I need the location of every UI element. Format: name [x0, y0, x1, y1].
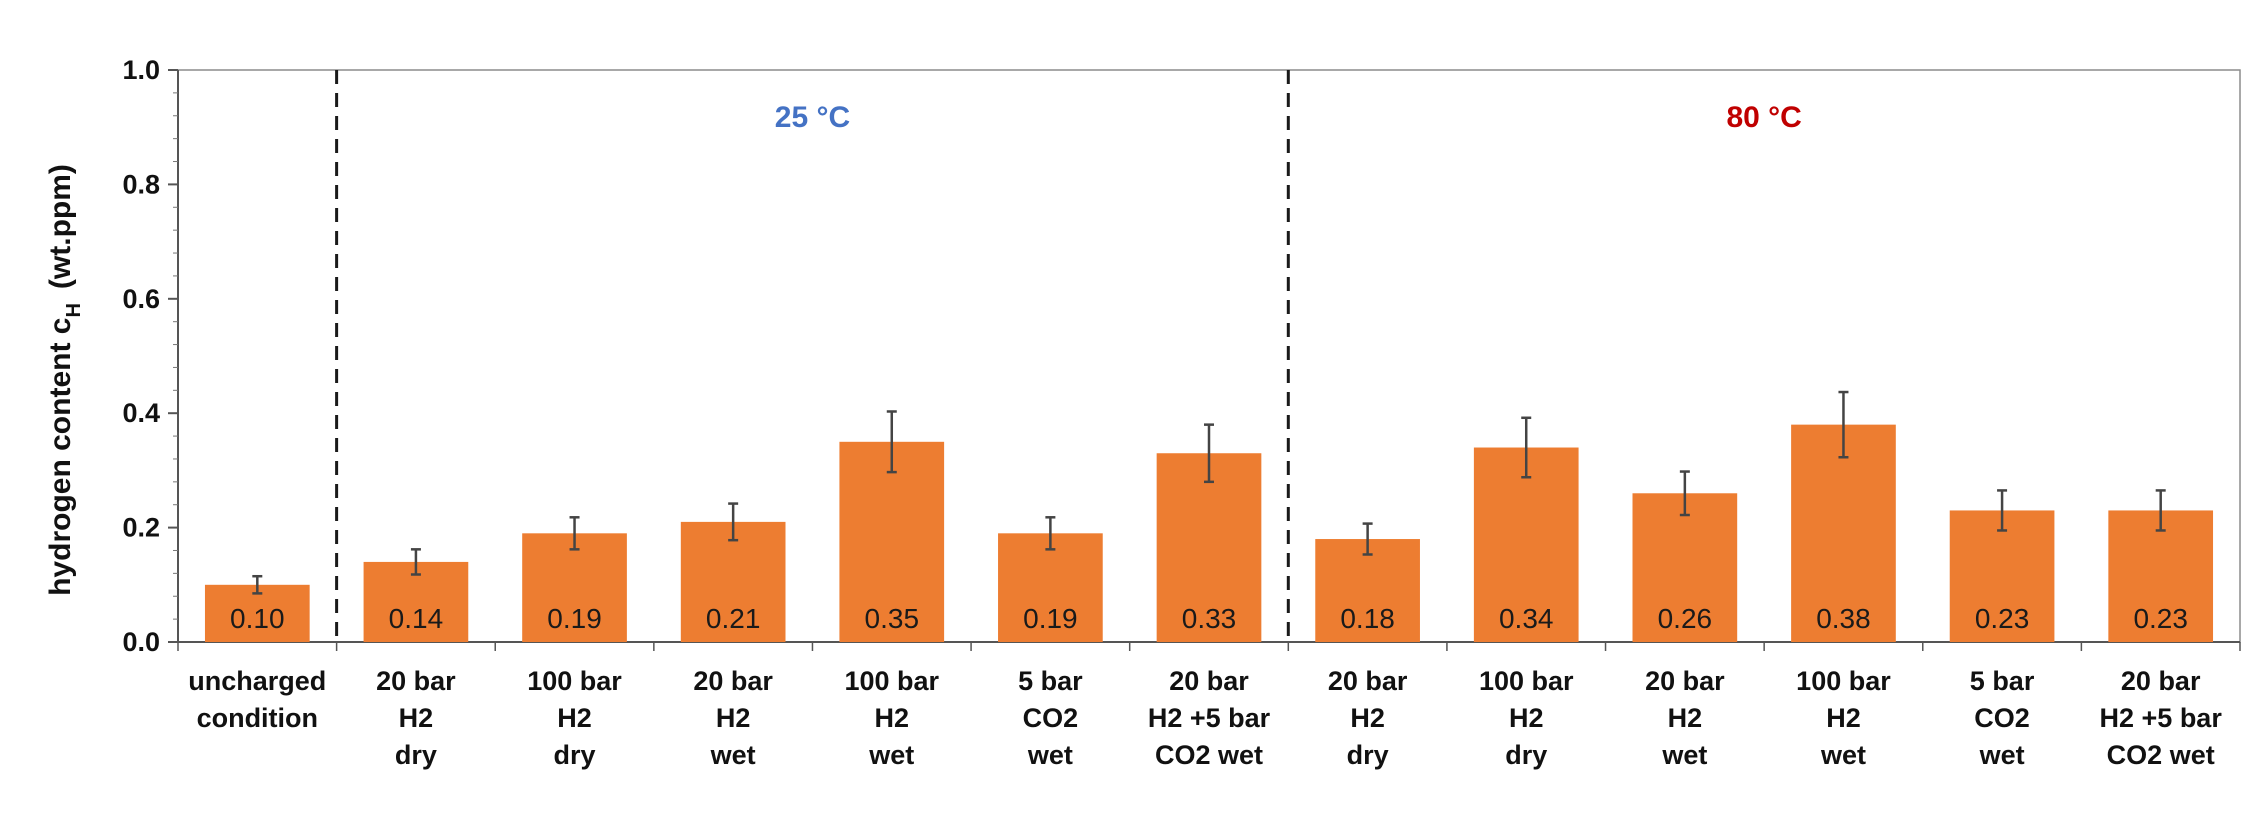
x-tick-label: wet [710, 740, 756, 770]
y-tick-label: 1.0 [122, 55, 160, 85]
bar [522, 533, 627, 642]
y-axis-title-subscript: H [63, 303, 85, 317]
data-label: 0.26 [1658, 603, 1713, 634]
x-tick-label: wet [1661, 740, 1707, 770]
data-label: 0.19 [1023, 603, 1078, 634]
bar [1632, 493, 1738, 642]
y-axis-title-main: hydrogen content c [44, 318, 77, 596]
x-tick-label: 100 bar [527, 666, 622, 696]
y-axis-title-unit: (wt.ppm) [44, 164, 77, 289]
x-tick-label: CO2 [1023, 703, 1079, 733]
bar [2108, 510, 2214, 642]
y-tick-label: 0.2 [122, 513, 160, 543]
x-tick-label: H2 [1509, 703, 1544, 733]
y-axis-title: hydrogen content cH (wt.ppm) [44, 164, 85, 596]
data-label: 0.10 [230, 603, 285, 634]
bar [1949, 510, 2055, 642]
data-label: 0.23 [2133, 603, 2188, 634]
bar [1473, 447, 1579, 642]
bar [998, 533, 1103, 642]
x-tick-label: H2 [1350, 703, 1385, 733]
x-tick-label: H2 [557, 703, 592, 733]
group-label: 25 °C [775, 101, 850, 134]
x-tick-label: CO2 [1974, 703, 2030, 733]
x-tick-label: dry [554, 740, 596, 770]
x-tick-label: H2 +5 bar [1148, 703, 1271, 733]
y-tick-label: 0.0 [122, 627, 160, 657]
plot-area: 0.0 0.2 0.4 0.6 0.8 1.0 25 °C 80 °C 0.10 uncharge… [122, 55, 2241, 770]
x-tick-label: H2 +5 bar [2100, 703, 2223, 733]
x-tick-label: H2 [875, 703, 910, 733]
data-label: 0.38 [1816, 603, 1871, 634]
x-tick-label: H2 [1826, 703, 1861, 733]
x-tick-label: 20 bar [693, 666, 773, 696]
x-tick-label: CO2 wet [1155, 740, 1263, 770]
x-tick-label: H2 [1668, 703, 1703, 733]
y-axis-label: hydrogen content cH (wt.ppm) [44, 164, 85, 596]
bar [839, 441, 945, 642]
x-tick-label: 20 bar [2121, 666, 2201, 696]
x-tick-label: dry [395, 740, 437, 770]
data-label: 0.21 [706, 603, 761, 634]
x-tick-label: CO2 wet [2107, 740, 2215, 770]
bar [1156, 453, 1262, 642]
x-tick-label: condition [197, 703, 318, 733]
data-label: 0.35 [865, 603, 920, 634]
x-tick-label: 20 bar [376, 666, 456, 696]
group-label: 80 °C [1726, 101, 1801, 134]
x-tick-label: wet [868, 740, 914, 770]
y-tick-label: 0.8 [122, 169, 160, 199]
x-tick-label: H2 [399, 703, 434, 733]
x-tick-label: 20 bar [1169, 666, 1249, 696]
data-label: 0.23 [1975, 603, 2030, 634]
y-tick-label: 0.4 [122, 398, 160, 428]
data-label: 0.18 [1340, 603, 1395, 634]
data-label: 0.34 [1499, 603, 1554, 634]
x-tick-label: 5 bar [1970, 666, 2035, 696]
bar [1791, 424, 1896, 642]
x-tick-label: 100 bar [844, 666, 939, 696]
bar [1315, 539, 1420, 642]
data-label: 0.19 [547, 603, 602, 634]
x-tick-label: wet [1820, 740, 1866, 770]
x-tick-label: dry [1505, 740, 1547, 770]
x-tick-label: wet [1979, 740, 2025, 770]
x-tick-label: H2 [716, 703, 751, 733]
x-tick-label: 100 bar [1796, 666, 1891, 696]
data-label: 0.33 [1182, 603, 1237, 634]
x-tick-label: 100 bar [1479, 666, 1574, 696]
x-tick-label: 20 bar [1328, 666, 1408, 696]
x-tick-label: 20 bar [1645, 666, 1725, 696]
y-tick-label: 0.6 [122, 284, 160, 314]
x-tick-label: 5 bar [1018, 666, 1083, 696]
bar [680, 521, 786, 642]
x-tick-label: dry [1347, 740, 1389, 770]
x-tick-label: wet [1027, 740, 1073, 770]
data-label: 0.14 [389, 603, 444, 634]
x-tick-label: uncharged [188, 666, 326, 696]
